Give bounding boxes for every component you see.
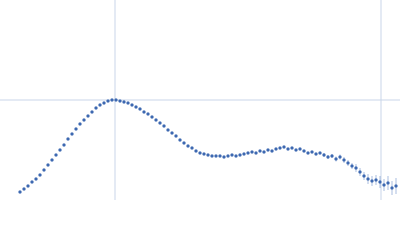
data-point [350, 164, 354, 168]
data-point [162, 124, 166, 128]
data-point [338, 155, 342, 159]
data-point [22, 187, 26, 191]
data-point [302, 149, 306, 153]
data-point [122, 100, 126, 104]
data-point [354, 166, 358, 170]
data-point [118, 99, 122, 103]
data-point [150, 115, 154, 119]
data-point [226, 154, 230, 158]
data-point [166, 128, 170, 132]
data-point [58, 148, 62, 152]
data-point [322, 153, 326, 157]
data-point [90, 110, 94, 114]
data-point [382, 183, 386, 187]
data-point [262, 150, 266, 154]
page: (() => { const data = JSON.parse(documen… [0, 0, 400, 200]
data-point [270, 149, 274, 153]
data-point [34, 177, 38, 181]
data-point [234, 154, 238, 158]
data-point [366, 177, 370, 181]
data-point [94, 106, 98, 110]
data-point [82, 118, 86, 122]
data-point [194, 149, 198, 153]
data-point [182, 141, 186, 145]
data-point [42, 168, 46, 172]
data-point [218, 154, 222, 158]
data-point [294, 148, 298, 152]
data-point [30, 180, 34, 184]
data-point [86, 114, 90, 118]
data-point [54, 153, 58, 157]
data-point [170, 131, 174, 135]
data-point [390, 186, 394, 190]
data-point [306, 151, 310, 155]
data-point [70, 132, 74, 136]
data-point [326, 155, 330, 159]
data-point [62, 143, 66, 147]
data-point [242, 152, 246, 156]
data-point [346, 161, 350, 165]
data-point [254, 151, 258, 155]
data-point [210, 154, 214, 158]
data-point [154, 118, 158, 122]
data-point [286, 147, 290, 151]
data-point [18, 190, 22, 194]
data-point [142, 110, 146, 114]
data-point [298, 147, 302, 151]
data-point [178, 138, 182, 142]
data-point [222, 155, 226, 159]
data-point [330, 154, 334, 158]
data-point [198, 151, 202, 155]
data-point [370, 179, 374, 183]
data-point [106, 99, 110, 103]
data-point [318, 151, 322, 155]
data-point [358, 170, 362, 174]
data-point [38, 173, 42, 177]
data-point [278, 146, 282, 150]
data-point [202, 152, 206, 156]
data-point [78, 122, 82, 126]
data-point [378, 180, 382, 184]
data-point [342, 158, 346, 162]
data-point [334, 157, 338, 161]
data-point [190, 146, 194, 150]
data-point [266, 148, 270, 152]
data-point [246, 151, 250, 155]
data-point [362, 174, 366, 178]
data-point [98, 103, 102, 107]
data-point [238, 153, 242, 157]
data-point [230, 153, 234, 157]
data-point [258, 149, 262, 153]
data-point [74, 127, 78, 131]
data-point [138, 107, 142, 111]
data-point [374, 178, 378, 182]
data-point [394, 184, 398, 188]
data-point [158, 121, 162, 125]
data-point [146, 112, 150, 116]
data-point [114, 98, 118, 102]
data-point [174, 134, 178, 138]
data-point [46, 163, 50, 167]
data-point [186, 144, 190, 148]
data-point [386, 181, 390, 185]
data-point [310, 150, 314, 154]
data-point [102, 101, 106, 105]
data-point [282, 145, 286, 149]
data-point [130, 103, 134, 107]
data-point [126, 101, 130, 105]
data-point [314, 152, 318, 156]
data-point [206, 153, 210, 157]
data-point [26, 184, 30, 188]
data-point [66, 137, 70, 141]
data-point [110, 98, 114, 102]
data-point [214, 154, 218, 158]
data-point [250, 150, 254, 154]
data-point [274, 147, 278, 151]
data-point [134, 105, 138, 109]
chart [0, 0, 400, 200]
data-point [290, 146, 294, 150]
data-point [50, 158, 54, 162]
